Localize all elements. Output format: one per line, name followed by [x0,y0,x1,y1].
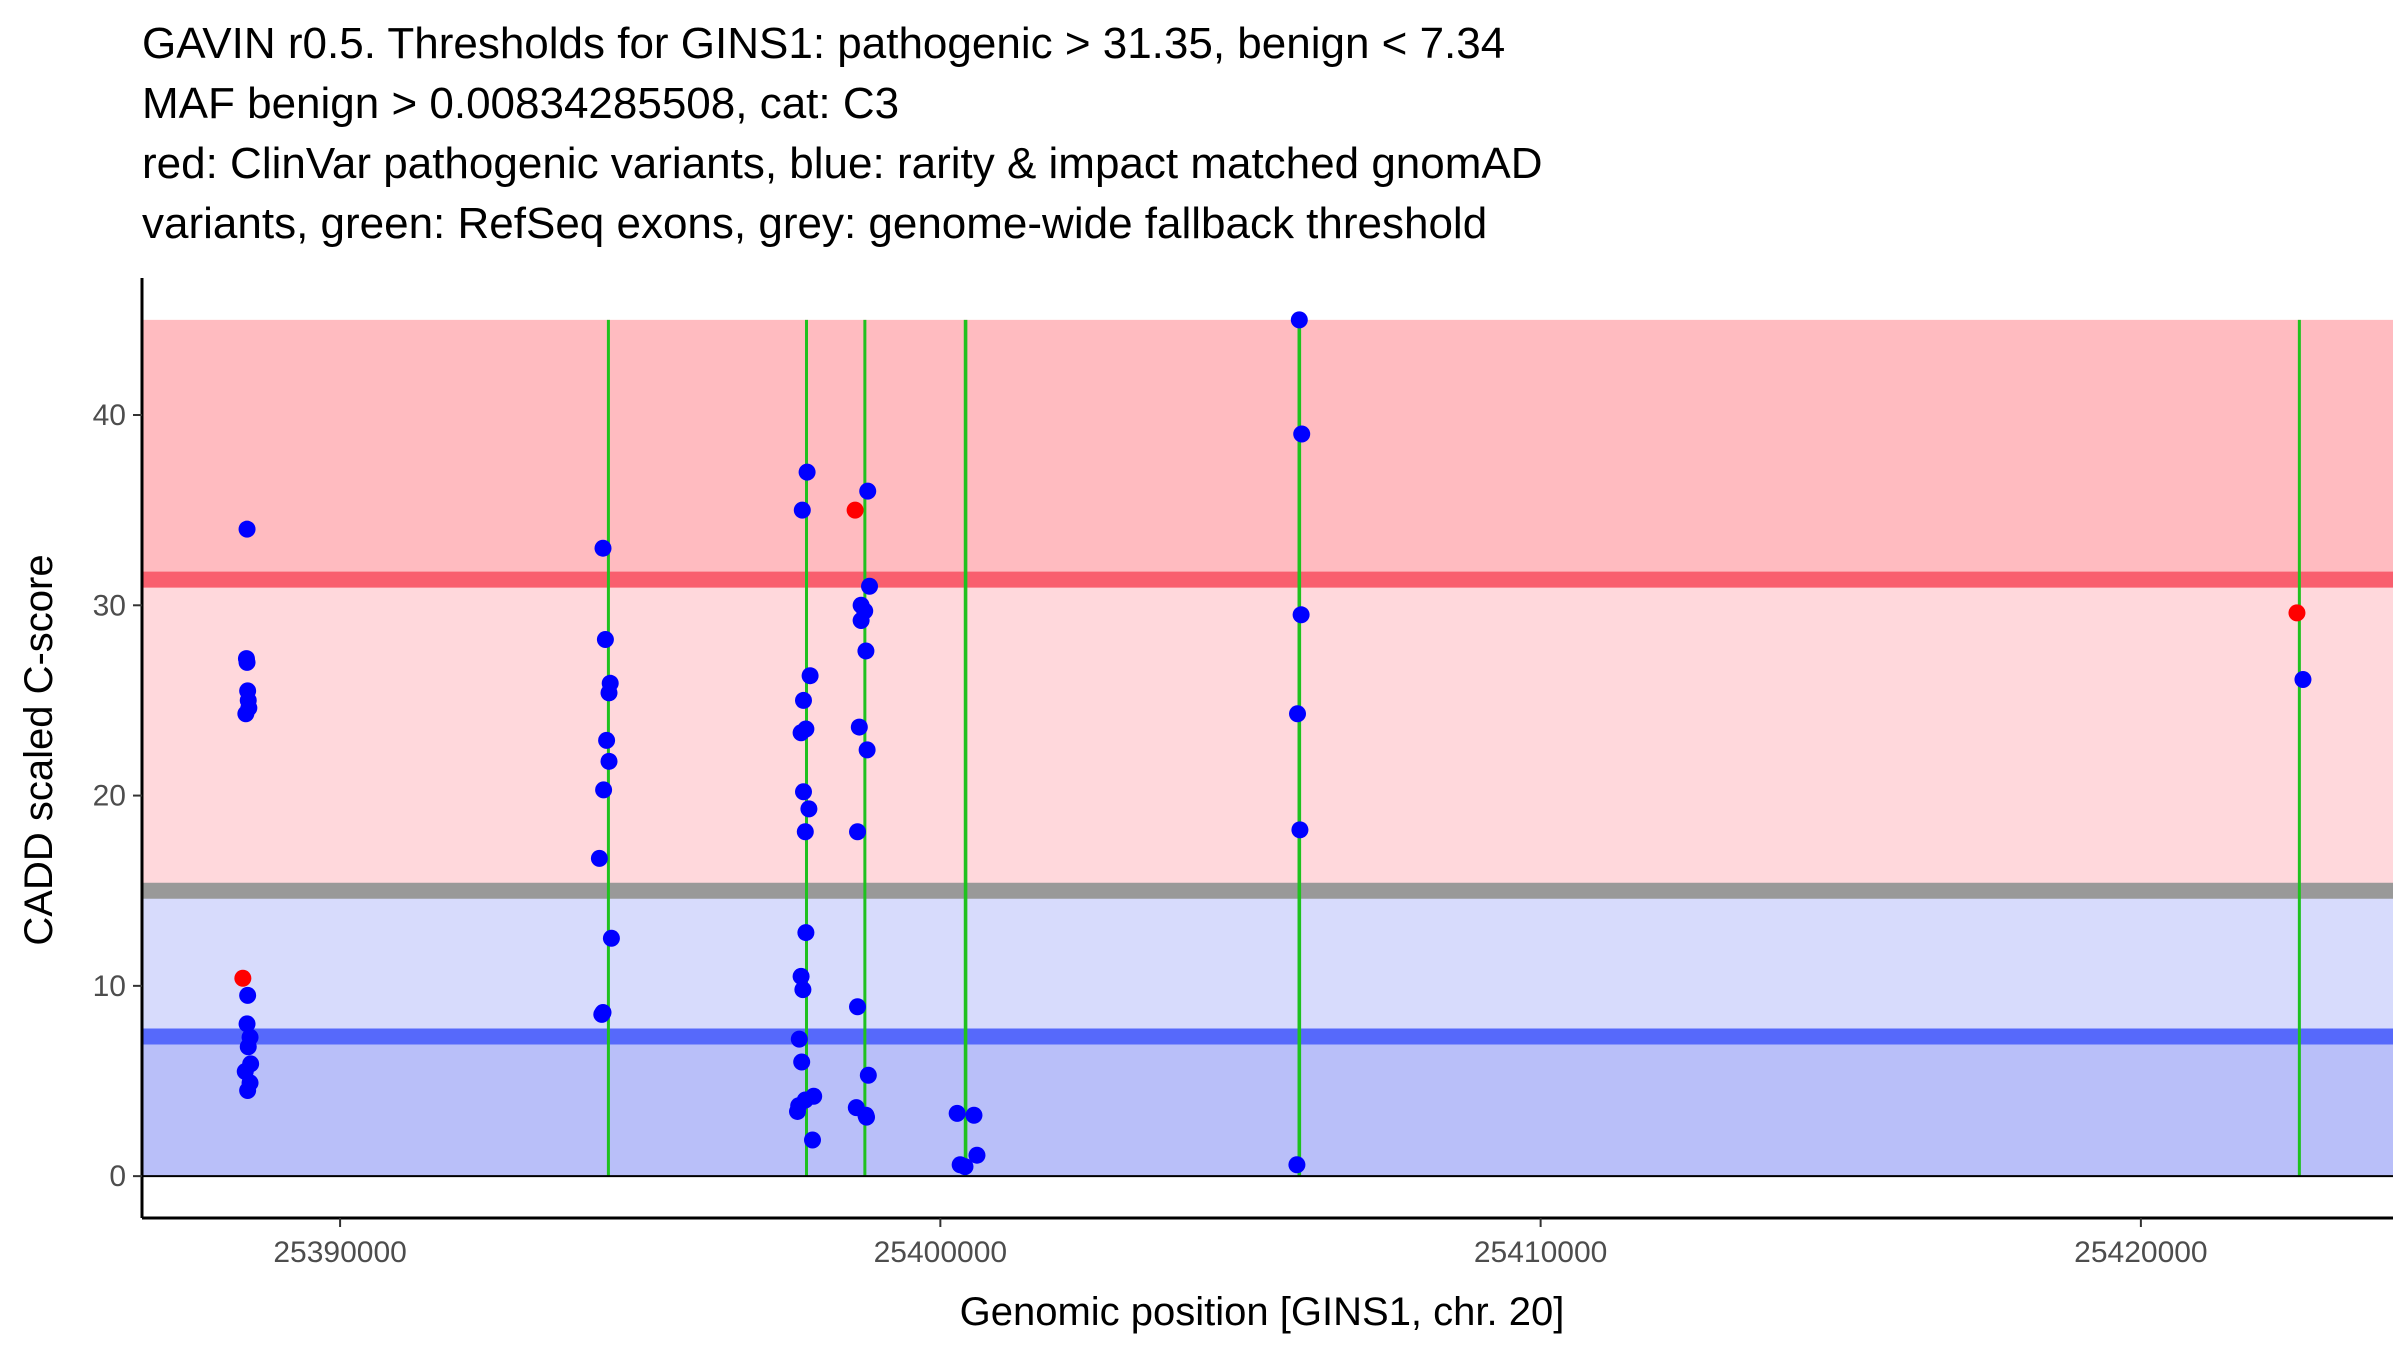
gnomad-point-15 [239,1082,257,1100]
data-points [234,311,2312,1176]
gnomad-point-9 [238,1015,256,1033]
gnomad-point-27 [798,463,816,481]
gnomad-point-50 [852,612,870,630]
clinvar-point-1 [234,969,252,987]
y-tick-label-10: 10 [93,970,126,1003]
clinvar-point-3 [2288,604,2306,622]
y-tick-label-30: 30 [93,589,126,622]
gnomad-point-37 [792,967,810,985]
x-tick-label-25390000: 25390000 [273,1236,406,1269]
chart-title: GAVIN r0.5. Thresholds for GINS1: pathog… [142,14,1543,254]
gnomad-point-38 [794,981,812,999]
gnomad-point-26 [593,1005,611,1023]
gnomad-point-64 [968,1146,986,1164]
x-tick-label-25420000: 25420000 [2074,1236,2207,1269]
exon-6 [2297,319,2301,1177]
gnomad-point-16 [594,539,612,557]
gnomad-point-1 [238,520,256,538]
title-line-1: GAVIN r0.5. Thresholds for GINS1: pathog… [142,19,1506,68]
gnomad-point-36 [797,924,815,942]
title-line-3: red: ClinVar pathogenic variants, blue: … [142,139,1543,188]
gnomad-point-66 [1293,425,1311,443]
gnomad-point-59 [858,1108,876,1126]
exon-2 [804,319,808,1177]
y-axis-title: CADD scaled C-score [17,554,61,945]
gnomad-point-35 [796,823,814,841]
gnomad-point-70 [1288,1156,1306,1174]
gnomad-point-56 [859,1066,877,1084]
threshold-lines [142,571,2393,1045]
gnomad-point-40 [793,1053,811,1071]
gnomad-point-23 [590,849,608,867]
gnomad-point-52 [850,718,868,736]
gnomad-point-53 [858,741,876,759]
gnomad-point-17 [596,631,614,649]
gnomad-point-19 [600,684,618,702]
gnomad-point-65 [1290,311,1308,329]
exon-4 [963,319,968,1177]
gnomad-point-39 [790,1030,808,1048]
gnomad-point-3 [238,653,256,671]
lower-intermediate-zone [142,890,2393,1037]
x-tick-label-25410000: 25410000 [1474,1236,1607,1269]
gnomad-point-63 [956,1158,974,1176]
pathogenic-zone [142,319,2393,580]
gnomad-point-11 [239,1038,257,1056]
title-line-2: MAF benign > 0.00834285508, cat: C3 [142,79,900,128]
threshold-zones [142,319,2393,1177]
axes: 0 10 20 30 40 25390000 25400000 25410000 2542000… [93,278,2393,1269]
gnomad-point-68 [1289,705,1307,723]
clinvar-point-2 [846,501,864,519]
gnomad-point-60 [948,1104,966,1122]
gnomad-point-22 [595,781,613,799]
title-line-4: variants, green: RefSeq exons, grey: gen… [142,199,1488,248]
gnomad-point-67 [1292,606,1310,624]
y-tick-label-40: 40 [93,399,126,432]
gnomad-point-44 [788,1102,806,1120]
gnomad-point-33 [794,783,812,801]
y-tick-label-20: 20 [93,780,126,813]
gnomad-point-55 [849,998,867,1016]
x-tick-label-25400000: 25400000 [874,1236,1007,1269]
gnomad-point-20 [598,731,616,749]
exon-5 [1297,319,1302,1177]
gnomad-point-30 [794,691,812,709]
gnomad-point-45 [803,1131,821,1149]
x-axis-title: Genomic position [GINS1, chr. 20] [960,1290,1565,1334]
gnomad-point-46 [859,482,877,500]
upper-intermediate-zone [142,579,2393,891]
gnomad-point-32 [792,724,810,742]
gnomad-point-61 [965,1106,983,1124]
gnomad-point-71 [2294,670,2312,688]
gnomad-point-54 [849,823,867,841]
gnomad-point-7 [237,705,255,723]
benign-zone [142,1036,2393,1177]
gnomad-point-29 [801,667,819,685]
gnomad-point-34 [800,800,818,818]
gnomad-point-28 [793,501,811,519]
gnomad-point-69 [1291,821,1309,839]
y-tick-label-0: 0 [109,1160,126,1193]
gnomad-point-51 [857,642,875,660]
gnomad-point-8 [239,986,257,1004]
gnomad-point-24 [602,929,620,947]
gnomad-point-47 [861,577,879,595]
gnomad-point-21 [600,752,618,770]
